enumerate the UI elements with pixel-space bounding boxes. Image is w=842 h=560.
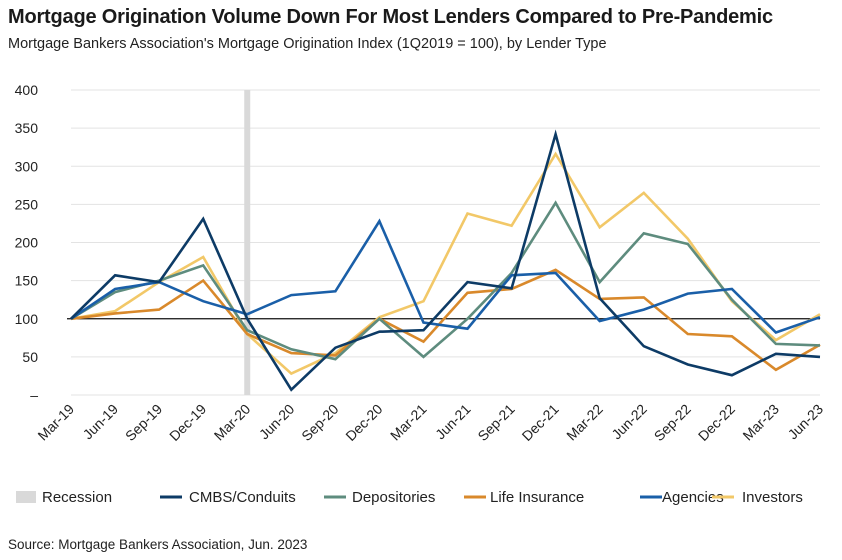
x-tick-label: Jun-20 [256, 401, 298, 443]
x-tick-label: Mar-19 [34, 401, 77, 444]
x-tick-label: Dec-22 [695, 401, 738, 444]
legend-label: Life Insurance [490, 489, 584, 506]
y-tick-label: – [30, 387, 38, 403]
x-tick-label: Sep-21 [474, 401, 517, 444]
legend-label: Agencies [662, 489, 724, 506]
legend-item-recession: Recession [16, 489, 112, 506]
y-tick-label: 100 [15, 311, 39, 327]
legend-item-life-insurance: Life Insurance [464, 489, 584, 506]
x-tick-label: Sep-20 [298, 401, 341, 444]
series-line-agencies [70, 218, 821, 334]
chart-subtitle: Mortgage Bankers Association's Mortgage … [8, 36, 607, 52]
legend-item-agencies: Agencies [640, 489, 724, 506]
y-tick-label: 350 [15, 120, 39, 136]
y-tick-label: 300 [15, 158, 39, 174]
y-tick-label: 250 [15, 196, 39, 212]
legend-label: CMBS/Conduits [189, 489, 296, 506]
legend: Recession CMBS/Conduits Depositories Life I… [16, 489, 803, 506]
x-tick-label: Dec-20 [342, 401, 385, 444]
y-tick-label: 400 [15, 82, 39, 98]
x-axis-ticks: Mar-19 Jun-19 Sep-19 Dec-19 Mar-20 Jun-20 Sep-… [34, 401, 826, 444]
x-tick-label: Mar-21 [387, 401, 430, 444]
x-tick-label: Mar-20 [211, 401, 254, 444]
legend-label: Investors [742, 489, 803, 506]
x-tick-label: Jun-21 [432, 401, 474, 443]
series-line-life-insurance [70, 268, 821, 372]
gridlines [71, 89, 820, 396]
x-tick-label: Dec-21 [519, 401, 562, 444]
x-tick-label: Sep-19 [122, 401, 165, 444]
legend-swatch [16, 491, 36, 503]
chart-title: Mortgage Origination Volume Down For Mos… [8, 6, 773, 28]
y-axis-ticks: – 50 100 150 200 250 300 350 400 [15, 82, 39, 403]
y-tick-label: 200 [15, 235, 39, 251]
legend-item-depositories: Depositories [324, 489, 435, 506]
series-line-depositories [70, 200, 821, 361]
y-tick-label: 50 [22, 349, 38, 365]
x-tick-label: Dec-19 [166, 401, 209, 444]
x-tick-label: Mar-23 [739, 401, 782, 444]
x-tick-label: Jun-22 [608, 401, 650, 443]
series-line-investors [70, 151, 821, 376]
legend-item-investors: Investors [712, 489, 803, 506]
series-layer [70, 129, 821, 392]
recession-band [244, 90, 251, 395]
series-line-cmbs-conduits [70, 129, 821, 392]
x-tick-label: Jun-23 [785, 401, 827, 443]
legend-label: Recession [42, 489, 112, 506]
legend-label: Depositories [352, 489, 435, 506]
x-tick-label: Mar-22 [563, 401, 606, 444]
recession-band-layer [244, 90, 251, 395]
y-tick-label: 150 [15, 273, 39, 289]
x-tick-label: Sep-22 [651, 401, 694, 444]
x-tick-label: Jun-19 [80, 401, 122, 443]
legend-item-cmbs-conduits: CMBS/Conduits [160, 489, 296, 506]
source-note: Source: Mortgage Bankers Association, Ju… [8, 537, 308, 552]
